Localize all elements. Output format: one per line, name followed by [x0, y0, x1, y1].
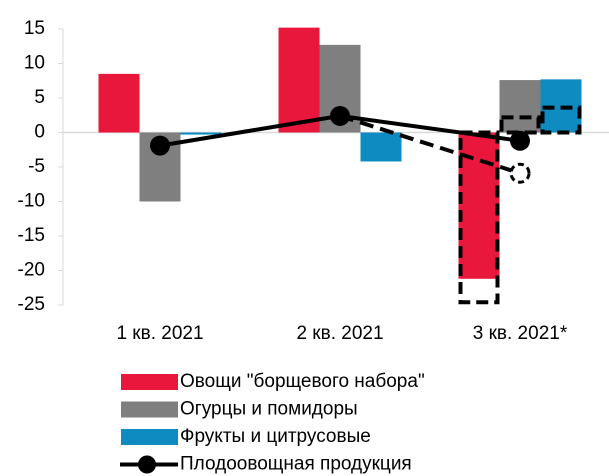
legend-swatch: [121, 374, 178, 390]
legend-marker: [138, 455, 156, 474]
bar: [360, 132, 402, 162]
legend-label: Овощи "борщевого набора": [180, 371, 425, 392]
x-tick-label: 2 кв. 2021: [296, 323, 383, 344]
bar: [98, 73, 140, 133]
y-tick-label: 5: [34, 87, 45, 108]
bar: [180, 132, 222, 135]
y-tick-label: -20: [18, 260, 45, 281]
bar-estimate: [458, 130, 500, 305]
bar-estimate: [499, 115, 541, 135]
y-tick-label: -5: [28, 156, 45, 177]
bar: [499, 80, 541, 133]
y-tick-label: -15: [18, 225, 45, 246]
legend-swatch: [121, 429, 178, 445]
legend-label: Фрукты и цитрусовые: [180, 426, 371, 447]
y-tick-label: 0: [34, 122, 45, 143]
bar-estimate: [540, 105, 582, 135]
x-tick-label: 3 кв. 2021*: [473, 323, 568, 344]
marker-estimate: [509, 162, 531, 184]
marker: [510, 130, 530, 151]
legend-swatch: [121, 401, 178, 418]
x-tick-label: 1 кв. 2021: [116, 323, 203, 344]
marker: [150, 135, 170, 156]
legend-label: Плодоовощная продукция: [180, 454, 412, 475]
y-tick-label: -10: [18, 191, 45, 212]
line-estimate: [339, 114, 521, 176]
legend-label: Огурцы и помидоры: [180, 399, 358, 420]
y-tick-label: 15: [24, 18, 45, 39]
y-tick-label: 10: [24, 53, 45, 74]
y-tick-label: -25: [18, 294, 45, 315]
bar: [278, 27, 320, 133]
marker: [330, 105, 350, 126]
